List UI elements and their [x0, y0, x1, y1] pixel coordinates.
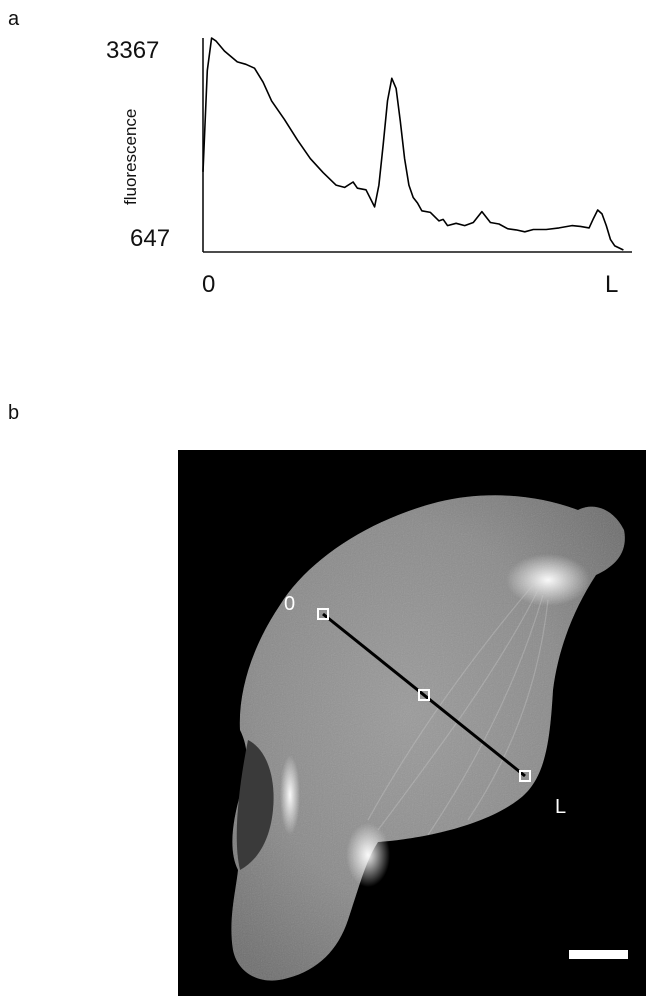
- y-tick-label-min: 647: [130, 225, 170, 252]
- dark-edge-region: [236, 740, 274, 870]
- panel-a-label: a: [8, 8, 20, 30]
- x-tick-label-end: L: [605, 271, 618, 298]
- bright-focal-spot-bottom: [346, 823, 390, 887]
- cell-texture: [231, 495, 625, 981]
- series-layer: [202, 37, 624, 251]
- line-end-handle[interactable]: [519, 770, 531, 782]
- fluorescence-series-line-0: [202, 37, 624, 251]
- y-tick-label-max: 3367: [106, 37, 159, 64]
- line-mid-handle[interactable]: [418, 689, 430, 701]
- bright-edge: [280, 755, 300, 835]
- stress-fibers: [367, 584, 549, 836]
- line-start-label: 0: [284, 593, 295, 615]
- y-axis-label: fluorescence: [121, 109, 140, 205]
- x-tick-label-start: 0: [202, 271, 215, 298]
- cell-micrograph: 0 L: [178, 450, 646, 996]
- fluorescence-profile-chart: 3367 647 fluorescence 0 L: [106, 37, 632, 298]
- bright-focal-spot-top: [506, 554, 590, 606]
- line-end-label: L: [555, 796, 566, 818]
- panel-b-label: b: [8, 402, 20, 424]
- line-start-handle[interactable]: [317, 608, 329, 620]
- scale-bar: [569, 950, 628, 959]
- micrograph-image: 0 L: [231, 495, 628, 981]
- line-scan: [322, 612, 526, 778]
